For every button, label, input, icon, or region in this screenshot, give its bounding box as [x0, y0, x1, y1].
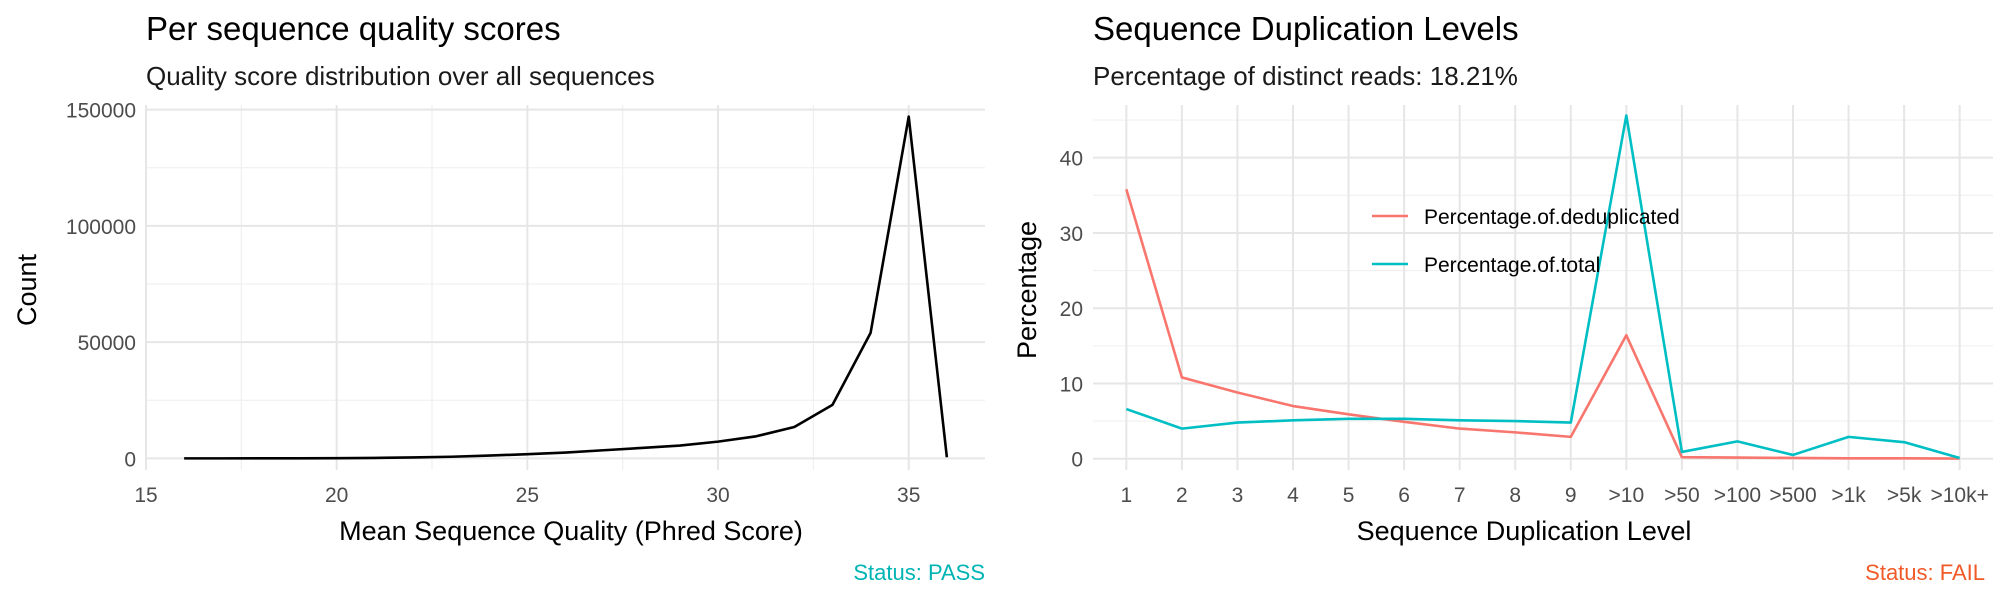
x-axis-label: Mean Sequence Quality (Phred Score)	[339, 516, 803, 546]
duplication-level-panel: Sequence Duplication Levels Percentage o…	[1012, 10, 1993, 585]
x-tick-label: 25	[516, 484, 539, 507]
plot-grid	[145, 105, 985, 470]
x-tick-label: 15	[134, 484, 157, 507]
y-tick-label: 40	[1060, 148, 1083, 171]
x-tick-label: 3	[1232, 484, 1244, 507]
x-tick-label: 4	[1287, 484, 1299, 507]
series-line	[1125, 114, 1961, 460]
legend-label: Percentage.of.total	[1424, 254, 1600, 277]
chart-title: Sequence Duplication Levels	[1093, 10, 1519, 47]
x-tick-label: 1	[1120, 484, 1132, 507]
x-tick-label: 9	[1565, 484, 1577, 507]
status-label: Status: FAIL	[1865, 560, 1985, 585]
y-axis-ticks: 0 10 20 30 40	[1060, 148, 1083, 472]
series-group	[1125, 114, 1961, 460]
x-tick-label: >100	[1714, 484, 1761, 507]
legend-label: Percentage.of.deduplicated	[1424, 206, 1680, 229]
x-axis-label: Sequence Duplication Level	[1357, 516, 1692, 546]
status-label: Status: PASS	[853, 560, 985, 585]
y-axis-label: Count	[12, 253, 42, 326]
x-tick-label: 5	[1343, 484, 1355, 507]
x-tick-label: 35	[897, 484, 920, 507]
x-tick-label: 2	[1176, 484, 1188, 507]
x-tick-label: >500	[1769, 484, 1816, 507]
y-tick-label: 50000	[78, 332, 136, 355]
chart-subtitle: Quality score distribution over all sequ…	[146, 61, 655, 91]
x-axis-ticks: 15 20 25 30 35	[134, 484, 920, 507]
series-line	[1125, 188, 1960, 460]
y-axis-ticks: 0 50000 100000 150000	[66, 100, 136, 472]
x-tick-label: 30	[706, 484, 729, 507]
x-tick-label: >10k+	[1930, 484, 1988, 507]
y-axis-label: Percentage	[1012, 221, 1042, 359]
y-tick-label: 20	[1060, 298, 1083, 321]
x-tick-label: >5k	[1887, 484, 1922, 507]
y-tick-label: 0	[124, 448, 136, 471]
y-tick-label: 150000	[66, 100, 136, 123]
plot-grid	[1093, 105, 1993, 470]
y-tick-label: 30	[1060, 223, 1083, 246]
quality-score-panel: Per sequence quality scores Quality scor…	[12, 10, 985, 585]
x-tick-label: 6	[1398, 484, 1410, 507]
x-tick-label: >50	[1664, 484, 1700, 507]
series-line	[184, 115, 949, 460]
y-tick-label: 100000	[66, 216, 136, 239]
x-tick-label: >10	[1609, 484, 1645, 507]
legend: Percentage.of.deduplicated Percentage.of.…	[1372, 206, 1680, 277]
y-tick-label: 0	[1071, 449, 1083, 472]
chart-subtitle: Percentage of distinct reads: 18.21%	[1093, 61, 1518, 91]
x-axis-ticks: 1 2 3 4 5 6 7 8 9 >10 >50 >100 >500 >1k >5k >10k+	[1120, 484, 1988, 507]
y-tick-label: 10	[1060, 373, 1083, 396]
x-tick-label: 20	[325, 484, 348, 507]
chart-title: Per sequence quality scores	[146, 10, 561, 47]
series-group	[184, 115, 949, 460]
x-tick-label: >1k	[1831, 484, 1866, 507]
x-tick-label: 8	[1509, 484, 1521, 507]
x-tick-label: 7	[1454, 484, 1466, 507]
